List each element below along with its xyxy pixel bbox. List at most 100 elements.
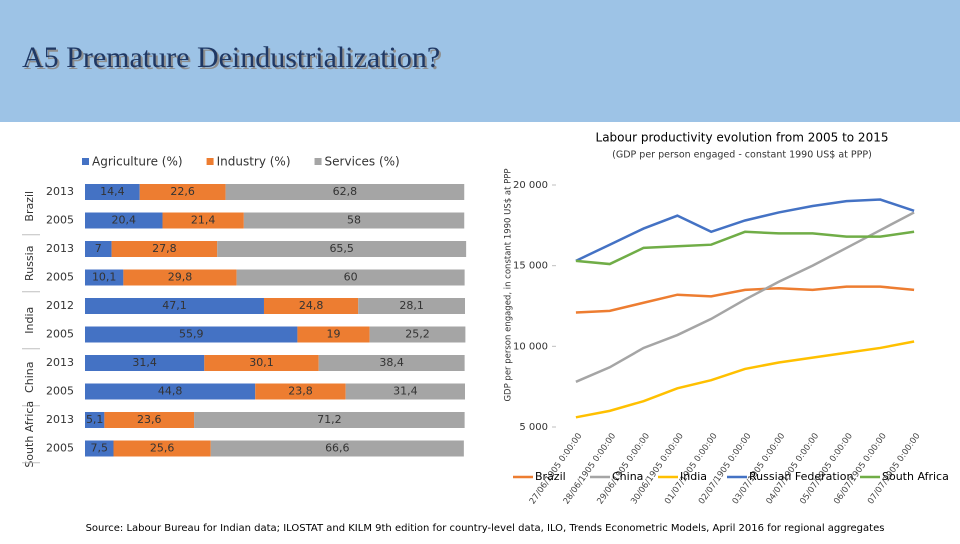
series-line <box>575 211 915 383</box>
y-axis-label: GDP per person engaged, in constant 1990… <box>504 168 514 401</box>
bar-segment <box>85 440 114 457</box>
bar-value-label: 27,8 <box>152 242 177 255</box>
bar-segment <box>139 184 226 200</box>
group-label: China <box>23 362 36 393</box>
bar-segment <box>318 355 465 371</box>
bar-value-label: 44,8 <box>158 385 183 398</box>
y-tick-label: 2012 <box>46 299 74 312</box>
bar-segment <box>255 383 346 400</box>
bar-value-label: 24,8 <box>299 299 324 312</box>
bar-value-label: 23,8 <box>288 385 313 398</box>
y-tick-label: 2005 <box>46 442 74 455</box>
bar-value-label: 31,4 <box>393 385 418 398</box>
bar-value-label: 38,4 <box>379 356 404 369</box>
bar-segment <box>85 298 264 314</box>
legend-label: South Africa <box>882 470 949 483</box>
bar-segment <box>85 383 256 400</box>
bar-value-label: 28,1 <box>399 299 424 312</box>
legend-label: Agriculture (%) <box>92 155 183 169</box>
bar-value-label: 19 <box>327 328 341 341</box>
bar-segment <box>85 184 140 200</box>
bar-segment <box>236 269 465 286</box>
y-tick-label: 20 000 <box>513 180 548 191</box>
group-label: India <box>23 307 36 334</box>
y-tick-label: 2005 <box>46 385 74 398</box>
bar-value-label: 60 <box>344 271 358 284</box>
bar-value-label: 5,1 <box>86 413 104 426</box>
bar-segment <box>204 355 319 371</box>
legend-label: Industry (%) <box>217 155 291 169</box>
y-tick-label: 2013 <box>46 413 74 426</box>
bar-segment <box>369 326 466 343</box>
bar-segment <box>297 326 370 343</box>
y-tick-label: 5 000 <box>519 422 548 433</box>
header-band <box>0 0 960 122</box>
bar-segment <box>162 212 244 229</box>
bar-segment <box>225 184 465 200</box>
line-subtitle: (GDP per person engaged - constant 1990 … <box>612 150 872 161</box>
bar-segment <box>358 298 465 314</box>
bar-value-label: 23,6 <box>137 413 162 426</box>
bar-segment <box>85 241 112 257</box>
source-note: Source: Labour Bureau for Indian data; I… <box>86 523 885 534</box>
bar-value-label: 62,8 <box>333 185 358 198</box>
bar-segment <box>85 269 124 286</box>
bar-value-label: 10,1 <box>92 271 117 284</box>
bar-value-label: 30,1 <box>249 356 274 369</box>
bar-value-label: 31,4 <box>132 356 157 369</box>
bar-value-label: 47,1 <box>162 299 187 312</box>
legend-label: Brazil <box>535 470 566 483</box>
bar-segment <box>345 383 465 400</box>
bar-segment <box>123 269 237 286</box>
bar-segment <box>194 412 465 428</box>
bar-segment <box>113 440 211 457</box>
slide-title: A5 Premature Deindustrialization? <box>22 41 440 74</box>
bar-segment <box>243 212 465 229</box>
bar-value-label: 22,6 <box>170 185 195 198</box>
line-title: Labour productivity evolution from 2005 … <box>596 131 889 145</box>
bar-segment <box>85 212 163 229</box>
bar-value-label: 29,8 <box>168 271 193 284</box>
group-label: Russia <box>23 246 36 281</box>
legend-label: China <box>612 470 643 483</box>
bar-segment <box>111 241 218 257</box>
legend-label: Services (%) <box>325 155 400 169</box>
group-label: Brazil <box>23 191 36 222</box>
legend-swatch <box>314 158 322 165</box>
bar-value-label: 25,2 <box>405 328 430 341</box>
bar-value-label: 7 <box>95 242 102 255</box>
bar-value-label: 14,4 <box>100 185 125 198</box>
title-shadow: A5 Premature Deindustrialization? <box>24 43 442 76</box>
bar-segment <box>104 412 195 428</box>
bar-segment <box>217 241 467 257</box>
bar-segment <box>85 355 205 371</box>
bar-value-label: 55,9 <box>179 328 204 341</box>
bar-value-label: 71,2 <box>317 413 342 426</box>
group-label: South Africa <box>23 401 36 468</box>
series-line <box>575 285 915 314</box>
series-line <box>575 340 915 419</box>
bar-value-label: 20,4 <box>112 214 137 227</box>
legend-label: Russian Federation <box>749 470 853 483</box>
bar-segment <box>85 326 298 343</box>
y-tick-label: 2005 <box>46 271 74 284</box>
y-tick-label: 2005 <box>46 328 74 341</box>
bar-segment <box>263 298 359 314</box>
series-line <box>575 198 915 262</box>
y-tick-label: 2013 <box>46 356 74 369</box>
bar-value-label: 58 <box>347 214 361 227</box>
y-tick-label: 15 000 <box>513 261 548 272</box>
legend-swatch <box>82 158 89 165</box>
legend-swatch <box>206 158 214 165</box>
bar-value-label: 66,6 <box>325 442 350 455</box>
series-line <box>575 230 915 266</box>
bar-segment <box>210 440 464 457</box>
bar-value-label: 65,5 <box>329 242 354 255</box>
legend-label: India <box>680 470 707 483</box>
bar-segment <box>85 412 105 428</box>
y-tick-label: 10 000 <box>513 341 548 352</box>
y-tick-label: 2013 <box>46 185 74 198</box>
bar-value-label: 25,6 <box>150 442 175 455</box>
bar-value-label: 7,5 <box>91 442 109 455</box>
